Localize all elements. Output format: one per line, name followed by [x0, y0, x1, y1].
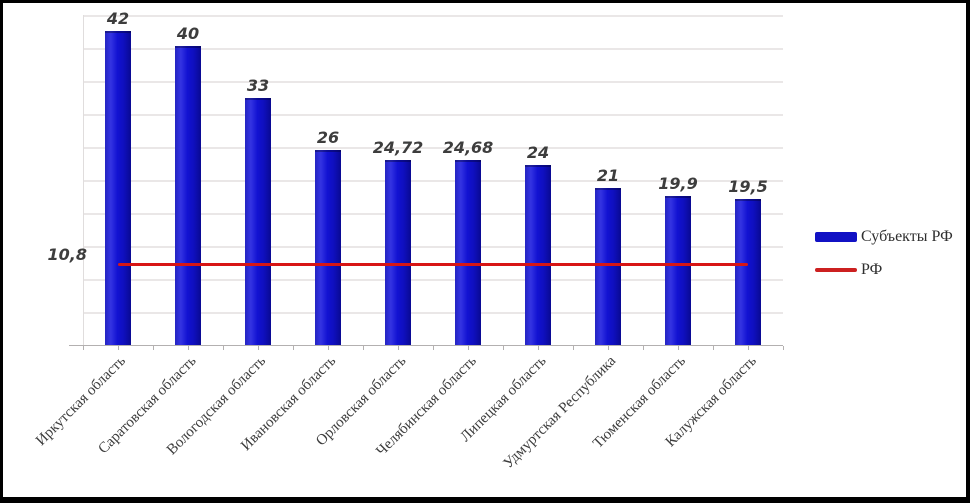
legend-line-swatch-icon — [815, 268, 857, 272]
bar — [665, 196, 691, 345]
bar — [735, 199, 761, 345]
bar — [525, 165, 551, 345]
gridline — [83, 246, 783, 248]
plot-area: 42 40 33 26 24,72 24,68 24 21 19,9 19,5 — [69, 9, 784, 350]
bar — [175, 45, 201, 345]
gridline — [83, 279, 783, 281]
legend-label-rf: РФ — [861, 261, 883, 278]
legend-label-subjects-rf: Субъекты РФ — [861, 228, 953, 245]
reference-line — [118, 262, 748, 266]
bar-value-label: 21 — [596, 165, 620, 185]
legend-bar-swatch-icon — [815, 232, 857, 242]
bar-value-label: 19,5 — [728, 177, 768, 197]
gridline — [83, 180, 783, 182]
bar-value-label: 33 — [246, 76, 270, 96]
x-axis-tick — [153, 346, 154, 350]
x-axis-tick — [223, 346, 224, 350]
gridline — [83, 147, 783, 149]
x-axis-tick — [83, 346, 84, 350]
y-axis-line — [83, 15, 84, 345]
x-axis-tick — [328, 346, 329, 350]
x-axis-tick — [643, 346, 644, 350]
x-axis-tick — [433, 346, 434, 350]
x-axis-tick — [713, 346, 714, 350]
legend-item-rf: РФ — [815, 261, 953, 278]
x-axis-tick — [573, 346, 574, 350]
x-axis-tick — [608, 346, 609, 350]
reference-line-value-label: 10,8 — [47, 245, 87, 264]
x-axis-tick — [538, 346, 539, 350]
x-axis-tick — [118, 346, 119, 350]
gridline — [83, 114, 783, 116]
bar-value-label: 24,68 — [442, 138, 494, 158]
category-label: Калужская область — [662, 353, 760, 451]
category-label: Липецкая область — [457, 353, 550, 446]
bar — [245, 98, 271, 345]
bar — [105, 30, 131, 345]
bar-value-label: 24,72 — [372, 138, 424, 158]
bar-value-label: 42 — [106, 8, 130, 28]
category-label: Ивановская область — [238, 353, 340, 455]
legend: Субъекты РФ РФ — [815, 228, 953, 295]
x-axis-tick — [678, 346, 679, 350]
x-axis-tick — [398, 346, 399, 350]
x-axis-tick — [748, 346, 749, 350]
bar-value-label: 24 — [526, 143, 550, 163]
x-axis-line — [69, 345, 783, 346]
category-label: Саратовская область — [95, 353, 200, 458]
x-axis-tick — [258, 346, 259, 350]
bar — [315, 150, 341, 345]
bar — [595, 187, 621, 345]
category-label: Иркутская область — [33, 353, 130, 449]
gridline — [83, 15, 783, 17]
legend-item-subjects-rf: Субъекты РФ — [815, 228, 953, 245]
bar — [385, 160, 411, 345]
category-label: Вологодская область — [164, 353, 270, 459]
x-axis-tick — [783, 346, 784, 350]
bar-value-label: 26 — [316, 128, 340, 148]
bar — [455, 160, 481, 345]
bar-value-label: 19,9 — [658, 174, 698, 194]
bar-value-label: 40 — [176, 23, 200, 43]
x-axis-tick — [188, 346, 189, 350]
x-axis-tick — [468, 346, 469, 350]
category-label: Челябинская область — [372, 353, 480, 460]
category-label: Орловская область — [313, 353, 410, 450]
category-label: Удмуртская Республика — [500, 353, 620, 472]
x-axis-tick — [503, 346, 504, 350]
gridline — [83, 81, 783, 83]
gridline — [83, 48, 783, 50]
x-axis-tick — [363, 346, 364, 350]
gridline — [83, 213, 783, 215]
category-label: Тюменская область — [590, 353, 690, 452]
gridline — [83, 312, 783, 314]
x-axis-tick — [293, 346, 294, 350]
